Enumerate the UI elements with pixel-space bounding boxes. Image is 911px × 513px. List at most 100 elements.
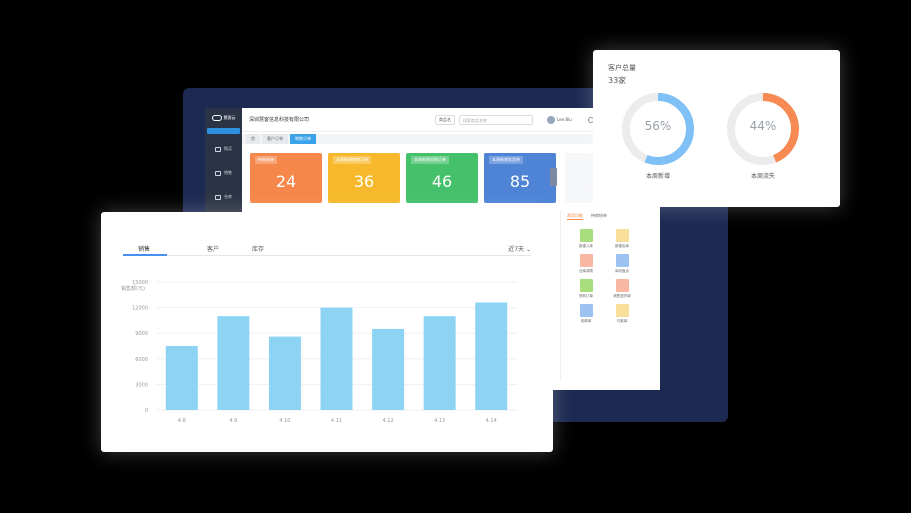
chart-tabs: 销售 客户 库存 近7天 ⌄	[123, 242, 531, 256]
active-tab-indicator	[123, 254, 167, 256]
donut-caption: 本周流失	[750, 173, 775, 180]
y-tick-label: 12000	[132, 306, 148, 312]
stat-card-value: 36	[353, 172, 375, 191]
tab-0[interactable]: 首	[246, 134, 260, 144]
shortcut-icon	[615, 279, 629, 292]
company-name: 深圳慧客信息科技有限公司	[249, 117, 310, 123]
stat-card[interactable]: 本周新增销售订单 36	[328, 153, 400, 203]
sidebar-item-label: 仓库	[224, 194, 232, 199]
sales-chart-panel: 销售 客户 库存 近7天 ⌄ 销售额(元) 0 3000 6000 9000 12000 1…	[101, 212, 553, 452]
x-tick-label: 4.9	[229, 418, 237, 424]
x-tick-label: 4.8	[178, 418, 186, 424]
customer-total-panel: 客户总量 33家 56% 本周新增 44% 本周流失	[593, 50, 840, 207]
scroll-right-arrow[interactable]	[550, 168, 557, 186]
shortcut-icon	[579, 229, 593, 242]
x-tick-label: 4.12	[383, 418, 394, 424]
tab-common-functions[interactable]: 常用功能	[567, 213, 583, 220]
tab-2[interactable]: 销售订单	[290, 134, 316, 144]
x-tick-label: 4.13	[434, 418, 445, 424]
cart-icon	[215, 146, 221, 152]
x-tick-label: 4.14	[486, 418, 497, 424]
shortcut-item[interactable]: 收款单	[571, 304, 601, 324]
shortcut-panel: 常用功能 待审核单 新建入库 新建出库仓库调拨 库存盘点采购订单 销售退货单收款单 付款…	[560, 211, 652, 381]
stat-card-label: 本周新增采购订单	[411, 156, 449, 164]
stat-card-label: 待审核单	[255, 156, 277, 164]
cloud-icon	[211, 115, 222, 121]
y-tick-label: 3000	[135, 382, 148, 388]
y-tick-label: 15000	[132, 280, 148, 286]
shortcut-icon	[615, 304, 629, 317]
shortcut-item[interactable]: 新建入库	[571, 229, 601, 249]
shortcut-item[interactable]: 采购订单	[571, 279, 601, 299]
sidebar-badge	[207, 128, 240, 134]
sidebar-item-label: 购买	[224, 146, 232, 151]
panel-title: 客户总量	[608, 64, 636, 72]
shortcut-item[interactable]: 销售退货单	[607, 279, 637, 299]
y-tick-label: 9000	[135, 331, 148, 337]
user-menu[interactable]: Lee Blu	[547, 115, 572, 124]
bar[interactable]	[372, 328, 405, 410]
shortcut-label: 库存盘点	[615, 269, 629, 273]
donut-percent: 56%	[644, 119, 672, 133]
date-range-label: 近7天	[508, 246, 525, 253]
search-input[interactable]: 搜索商品名称	[459, 114, 534, 125]
tab-sales[interactable]: 销售	[138, 246, 151, 253]
tab-pending-review[interactable]: 待审核单	[591, 213, 607, 218]
bar[interactable]	[165, 346, 198, 410]
tab-1[interactable]: 客户订单	[262, 134, 288, 144]
stat-card-value: 46	[431, 172, 453, 191]
shortcut-label: 采购订单	[579, 294, 593, 298]
y-axis-label: 销售额(元)	[121, 285, 145, 292]
shortcut-label: 收款单	[580, 319, 592, 323]
bar[interactable]	[423, 316, 456, 410]
shortcut-icon	[615, 229, 629, 242]
shortcut-icon	[579, 304, 593, 317]
bar[interactable]	[475, 302, 508, 410]
shortcut-icon	[615, 254, 629, 267]
bar[interactable]	[217, 316, 250, 410]
tab-inventory[interactable]: 库存	[252, 246, 265, 253]
shortcut-label: 付款单	[616, 319, 628, 323]
bar[interactable]	[320, 307, 353, 410]
bar[interactable]	[268, 336, 301, 410]
stat-card[interactable]: 本周新增采购订单 46	[406, 153, 478, 203]
donut-arc	[622, 93, 694, 165]
bar-chart: 销售额(元) 0 3000 6000 9000 12000 15000 4.8 4.9 4.10 4…	[121, 280, 517, 424]
stat-cards: 待审核单 24 本周新增销售订单 36 本周新增采购订单 46 本周新增发货单 85	[250, 153, 556, 203]
logo: 慧客云	[205, 108, 242, 128]
sidebar-item-1[interactable]: 销售	[205, 164, 242, 182]
shortcut-label: 仓库调拨	[579, 269, 593, 273]
donut-percent: 44%	[749, 119, 777, 133]
shortcut-item[interactable]: 库存盘点	[607, 254, 637, 274]
stat-card[interactable]: 待审核单 24	[250, 153, 322, 203]
x-tick-label: 4.10	[279, 418, 290, 424]
shortcut-icon	[579, 279, 593, 292]
date-range-dropdown[interactable]: 近7天 ⌄	[508, 244, 531, 253]
donut-chart: 44%	[724, 90, 802, 168]
x-tick-label: 4.11	[331, 418, 342, 424]
sidebar-item-0[interactable]: 购买	[205, 140, 242, 158]
shortcut-item[interactable]: 新建出库	[607, 229, 637, 249]
donut-chart: 56%	[619, 90, 697, 168]
search-select[interactable]: 商品名	[435, 114, 456, 125]
tab-customers[interactable]: 客户	[207, 246, 220, 253]
stat-card-value: 85	[509, 172, 531, 191]
sidebar-item-label: 销售	[224, 170, 232, 175]
shortcut-label: 新建出库	[615, 244, 629, 248]
tab-bar: 首客户订单 销售订单	[242, 134, 660, 144]
topbar: 深圳慧客信息科技有限公司 商品名 搜索商品名称 Lee Blu	[242, 108, 660, 132]
shortcut-label: 销售退货单	[613, 294, 631, 298]
stat-card-label: 本周新增发货单	[489, 156, 523, 164]
stat-card[interactable]: 本周新增发货单 85	[484, 153, 556, 203]
stat-card-value: 24	[275, 172, 297, 191]
customer-count: 33家	[608, 76, 627, 85]
shortcut-item[interactable]: 付款单	[607, 304, 637, 324]
chevron-down-icon: ⌄	[525, 246, 531, 253]
shortcut-item[interactable]: 仓库调拨	[571, 254, 601, 274]
sale-icon	[215, 170, 221, 176]
donut-arc	[727, 93, 799, 165]
avatar	[547, 115, 556, 124]
stat-card-label: 本周新增销售订单	[333, 156, 371, 164]
sidebar-item-2[interactable]: 仓库	[205, 188, 242, 206]
donut-caption: 本周新增	[645, 173, 670, 180]
